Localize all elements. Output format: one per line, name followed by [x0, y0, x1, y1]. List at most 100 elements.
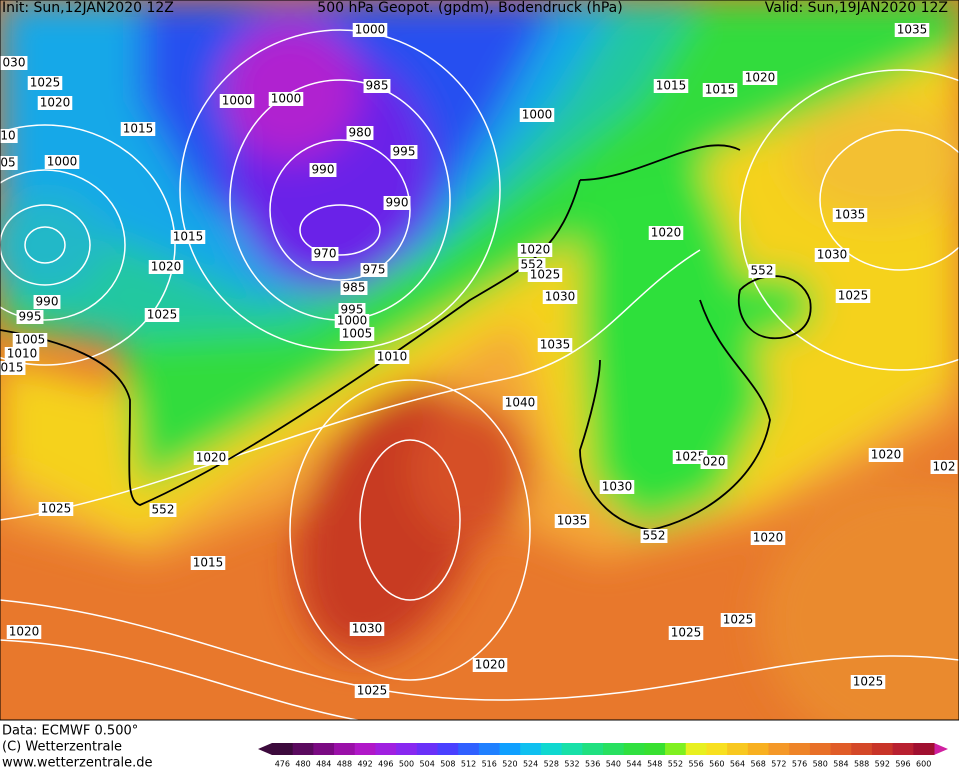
- isobar-label: 552: [751, 264, 774, 278]
- isobar-label-box: [527, 268, 563, 282]
- map-title: 500 hPa Geopot. (gpdm), Bodendruck (hPa): [317, 0, 622, 16]
- isobar-label-box: [339, 327, 375, 341]
- colorbar-swatch: [416, 743, 438, 755]
- isobar-label-box: [542, 290, 578, 304]
- colorbar-label: 488: [337, 760, 352, 769]
- colorbar-swatch: [540, 743, 563, 755]
- isobar-label: 552: [643, 529, 666, 543]
- isobar-label-box: [37, 96, 73, 110]
- isobar-label-box: [832, 208, 868, 222]
- colorbar-label: 580: [813, 760, 828, 769]
- colorbar-label: 500: [399, 760, 414, 769]
- colorbar-swatch: [520, 743, 542, 755]
- isobar-label-box: [519, 108, 555, 122]
- isobar-label-box: [0, 129, 18, 143]
- isobar-label-box: [374, 350, 410, 364]
- colorbar-label: 576: [792, 760, 807, 769]
- colorbar-label: 588: [854, 760, 869, 769]
- colorbar-swatch: [830, 743, 852, 755]
- isobar-label-box: [354, 684, 390, 698]
- isobar-label: 1000: [47, 155, 78, 169]
- colorbar-swatch: [623, 743, 645, 755]
- isobar-label: 1015: [123, 122, 154, 136]
- colorbar-swatch: [582, 743, 604, 755]
- isobar-label-box: [648, 226, 684, 240]
- colorbar-swatch: [396, 743, 418, 755]
- isobar-label: 1025: [357, 684, 388, 698]
- colorbar-swatch: [292, 743, 314, 755]
- colorbar-label: 568: [751, 760, 766, 769]
- isobar-label-box: [340, 281, 368, 295]
- colorbar-label: 548: [647, 760, 662, 769]
- colorbar-swatch: [458, 743, 480, 755]
- isobar-label-box: [517, 243, 553, 257]
- isobar-label: 985: [343, 281, 366, 295]
- colorbar-label: 600: [916, 760, 931, 769]
- contour-552: [0, 144, 771, 531]
- isobar-label-box: [334, 314, 370, 328]
- colorbar-swatch: [644, 743, 666, 755]
- colorbar-swatch: [375, 743, 397, 755]
- isobar-label: 985: [366, 79, 389, 93]
- colorbar-arrow-right: [934, 743, 948, 755]
- isobar-label-box: [349, 622, 385, 636]
- isobar-label-box: [502, 396, 538, 410]
- data-source: Data: ECMWF 0.500°: [2, 724, 138, 739]
- isobar-labels: 1000 030 1025 1020 1000 1000 985 1015 1015 1020 10…: [0, 23, 958, 698]
- colorbar-swatch: [768, 743, 790, 755]
- colorbar-swatch: [892, 743, 914, 755]
- isobar-label: 990: [312, 163, 335, 177]
- isobar-label: 1020: [651, 226, 682, 240]
- isobar-label-box: [309, 163, 337, 177]
- colorbar-swatch: [665, 743, 687, 755]
- isobar-label: 1010: [377, 350, 408, 364]
- colorbar-label: 504: [420, 760, 435, 769]
- isobar-label-box: [0, 361, 26, 375]
- colorbar-swatch: [354, 743, 376, 755]
- isobar-label: 1025: [41, 502, 72, 516]
- isobar-label-box: [748, 264, 776, 278]
- isobar-label: 990: [36, 295, 59, 309]
- isobar-label-box: [742, 71, 778, 85]
- colorbar-label: 556: [688, 760, 703, 769]
- isobar-label: 1020: [520, 243, 551, 257]
- colorbar-swatch: [706, 743, 728, 755]
- isobar-label-box: [219, 94, 255, 108]
- isobar-label: 1000: [355, 23, 386, 37]
- isobar-label-box: [700, 455, 728, 469]
- isobar-label: 1015: [705, 83, 736, 97]
- isobar-label-box: [120, 122, 156, 136]
- colorbar-swatch: [747, 743, 769, 755]
- colorbar-label: 516: [482, 760, 497, 769]
- isobar-label: 1020: [40, 96, 71, 110]
- isobar-label: 030: [3, 56, 26, 70]
- isobar-label-box: [44, 155, 80, 169]
- isobar-label: 1025: [147, 308, 178, 322]
- colorbar-label: 508: [440, 760, 455, 769]
- colorbar-swatch: [437, 743, 459, 755]
- isobar-label-box: [190, 556, 226, 570]
- isobar-label: 05: [0, 156, 15, 170]
- isobar-label-box: [835, 289, 871, 303]
- isobar-label-box: [672, 450, 708, 464]
- colorbar-label: 480: [295, 760, 310, 769]
- isobar-label: 1000: [337, 314, 368, 328]
- isobar-label-box: [170, 230, 206, 244]
- contour-552-low: [737, 275, 812, 340]
- isobar-label: 1025: [675, 450, 706, 464]
- isobar-label: 1000: [222, 94, 253, 108]
- colorbar-label: 520: [502, 760, 517, 769]
- colorbar-label: 552: [668, 760, 683, 769]
- colorbar-label: 476: [275, 760, 290, 769]
- isobar-label-box: [346, 126, 374, 140]
- isobar-label-box: [390, 145, 418, 159]
- isobar-label-box: [148, 260, 184, 274]
- colorbar-label: 592: [875, 760, 890, 769]
- isobar-label-box: [814, 248, 850, 262]
- colorbar-swatch: [334, 743, 356, 755]
- isobar-label-box: [149, 503, 177, 517]
- isobar-label: 1030: [352, 622, 383, 636]
- isobars: [0, 29, 959, 720]
- colorbar-swatch: [727, 743, 749, 755]
